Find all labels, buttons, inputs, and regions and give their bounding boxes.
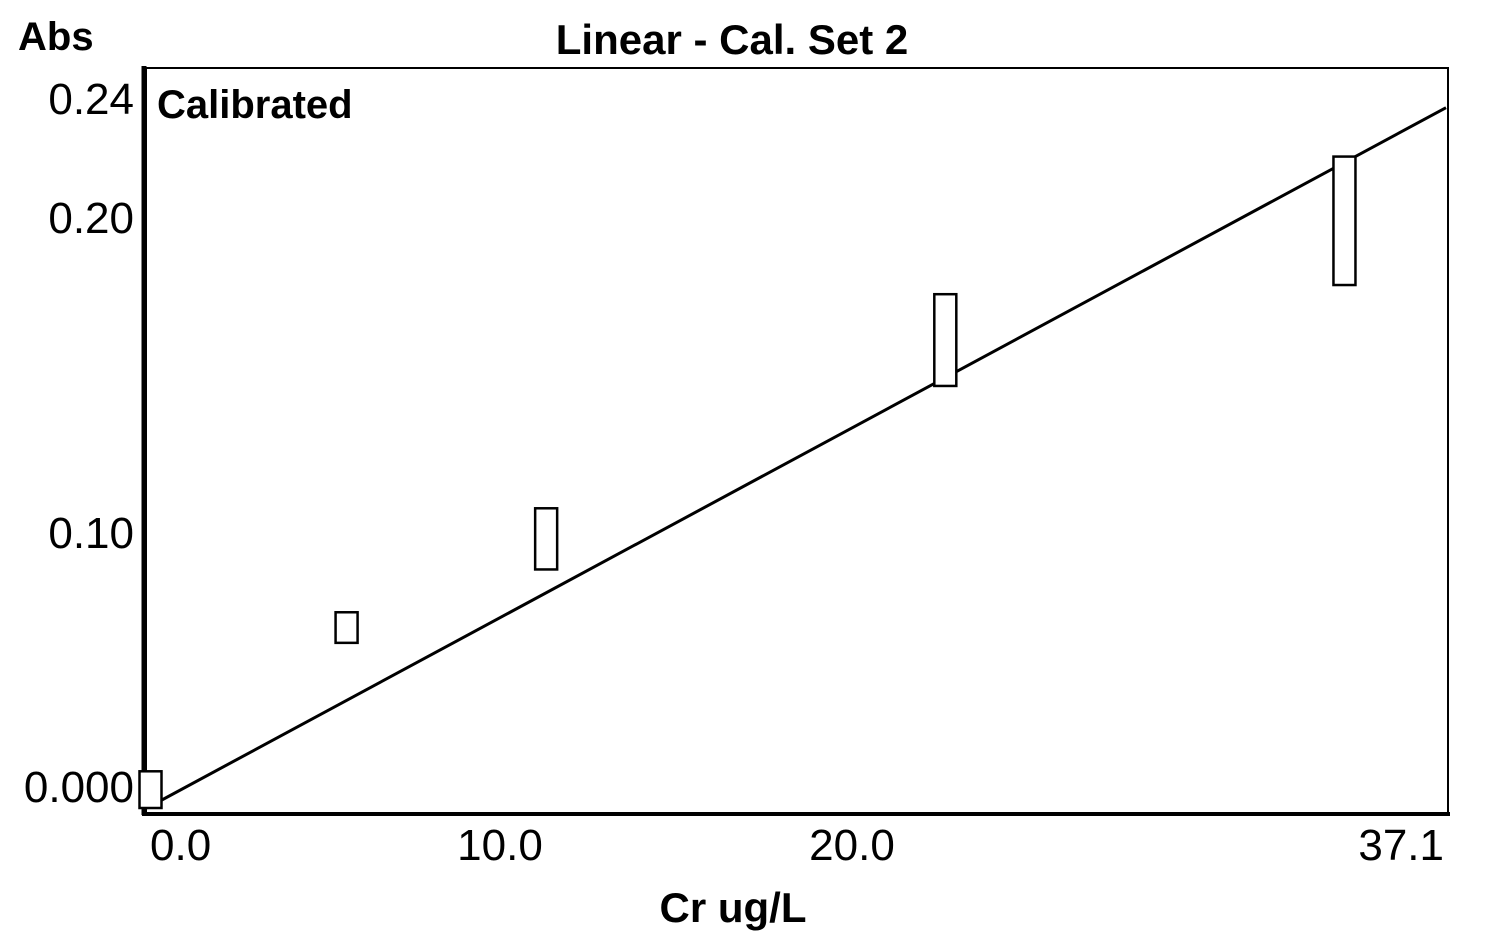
calibrated-annotation: Calibrated — [157, 83, 353, 127]
x-tick-label: 0.0 — [150, 821, 211, 870]
x-axis-label: Cr ug/L — [660, 884, 807, 931]
linear-fit-line — [146, 106, 1447, 810]
data-marker-layer — [138, 155, 1357, 810]
y-tick-labels: 0.000 0.10 0.20 0.24 — [24, 75, 134, 812]
y-tick-label: 0.10 — [48, 509, 134, 558]
y-tick-label: 0.20 — [48, 194, 134, 243]
y-tick-label: 0.24 — [48, 75, 134, 124]
x-tick-label: 10.0 — [457, 821, 543, 870]
data-point-marker — [533, 507, 559, 571]
data-point-marker — [138, 770, 163, 810]
y-axis-label: Abs — [18, 15, 94, 59]
data-point-marker — [334, 611, 359, 645]
x-tick-label: 20.0 — [809, 821, 895, 870]
x-tick-label: 37.1 — [1358, 821, 1444, 870]
fit-line-layer — [146, 106, 1447, 810]
data-point-marker — [1332, 155, 1357, 287]
data-point-marker — [933, 292, 958, 388]
y-tick-label: 0.000 — [24, 763, 134, 812]
chart-title: Linear - Cal. Set 2 — [556, 16, 908, 63]
x-tick-labels: 0.0 10.0 20.0 37.1 — [150, 821, 1444, 870]
